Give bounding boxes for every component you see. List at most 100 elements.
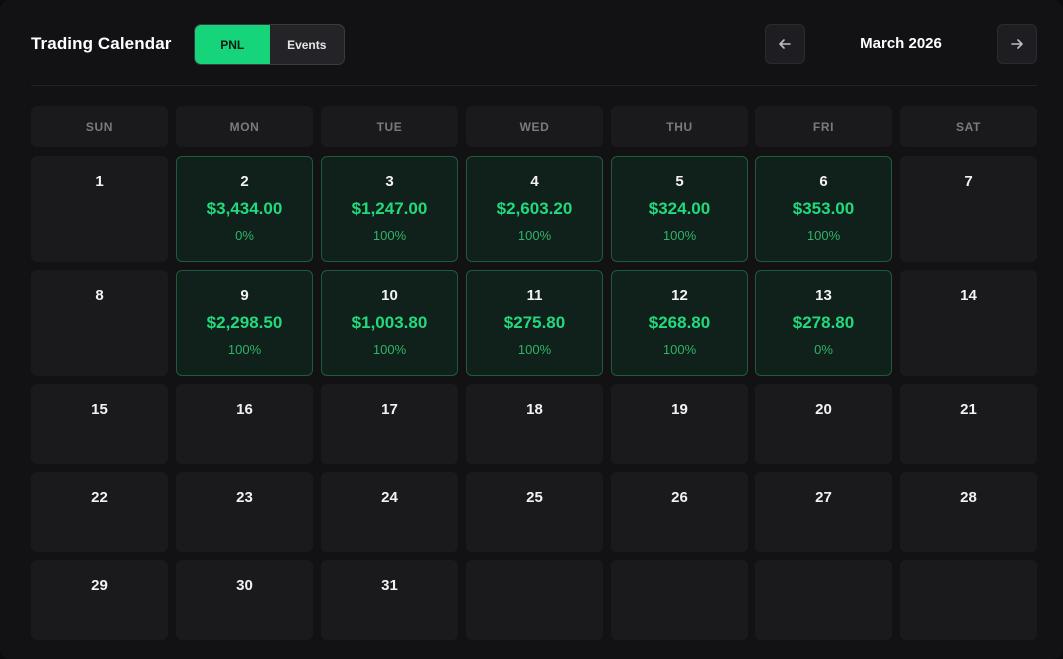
day-number: 8: [95, 287, 104, 304]
calendar-day-cell[interactable]: 15: [31, 384, 168, 464]
day-win-rate: 100%: [806, 228, 841, 243]
calendar-day-cell[interactable]: 27: [755, 472, 892, 552]
day-pnl-value: $275.80: [503, 313, 566, 332]
calendar-day-cell[interactable]: 1: [31, 156, 168, 262]
pnl-toggle-button[interactable]: PNL: [195, 25, 270, 64]
calendar-empty-cell: [755, 560, 892, 640]
calendar-day-cell[interactable]: 22: [31, 472, 168, 552]
header-divider: [31, 85, 1037, 86]
calendar-day-cell[interactable]: 20: [755, 384, 892, 464]
arrow-left-icon: [779, 39, 791, 49]
weekday-header: MON: [176, 106, 313, 147]
day-number: 26: [671, 489, 688, 506]
day-number: 29: [91, 577, 108, 594]
arrow-right-icon: [1011, 39, 1023, 49]
day-pnl-value: $268.80: [648, 313, 711, 332]
calendar-day-cell[interactable]: 25: [466, 472, 603, 552]
next-month-button[interactable]: [997, 24, 1037, 64]
calendar-day-cell[interactable]: 30: [176, 560, 313, 640]
day-pnl-value: $278.80: [792, 313, 855, 332]
day-win-rate: 100%: [517, 342, 552, 357]
calendar-day-cell[interactable]: 19: [611, 384, 748, 464]
calendar-empty-cell: [611, 560, 748, 640]
calendar-day-cell[interactable]: 9 $2,298.50 100%: [176, 270, 313, 376]
weekday-header: WED: [466, 106, 603, 147]
calendar-day-cell[interactable]: 3 $1,247.00 100%: [321, 156, 458, 262]
calendar-day-cell[interactable]: 4 $2,603.20 100%: [466, 156, 603, 262]
calendar-day-cell[interactable]: 16: [176, 384, 313, 464]
month-label: March 2026: [860, 35, 942, 52]
day-number: 9: [240, 287, 249, 304]
calendar-day-cell[interactable]: 18: [466, 384, 603, 464]
weekday-header: FRI: [755, 106, 892, 147]
page-title: Trading Calendar: [31, 34, 172, 53]
calendar-day-cell[interactable]: 31: [321, 560, 458, 640]
calendar-day-cell[interactable]: 26: [611, 472, 748, 552]
calendar-day-cell[interactable]: 2 $3,434.00 0%: [176, 156, 313, 262]
calendar-day-cell[interactable]: 21: [900, 384, 1037, 464]
day-number: 12: [671, 287, 688, 304]
day-number: 24: [381, 489, 398, 506]
calendar-day-cell[interactable]: 24: [321, 472, 458, 552]
calendar-day-cell[interactable]: 14: [900, 270, 1037, 376]
day-win-rate: 0%: [814, 342, 833, 357]
day-number: 16: [236, 401, 253, 418]
day-number: 25: [526, 489, 543, 506]
day-number: 13: [815, 287, 832, 304]
day-pnl-value: $324.00: [648, 199, 711, 218]
day-win-rate: 100%: [662, 228, 697, 243]
day-win-rate: 100%: [227, 342, 262, 357]
day-number: 11: [526, 287, 543, 304]
calendar-empty-cell: [900, 560, 1037, 640]
day-win-rate: 100%: [517, 228, 552, 243]
calendar-day-cell[interactable]: 28: [900, 472, 1037, 552]
calendar-day-cell[interactable]: 17: [321, 384, 458, 464]
day-number: 5: [675, 173, 684, 190]
day-pnl-value: $353.00: [792, 199, 855, 218]
day-number: 21: [960, 401, 977, 418]
day-number: 2: [240, 173, 249, 190]
day-pnl-value: $1,003.80: [351, 313, 428, 332]
day-number: 23: [236, 489, 253, 506]
day-pnl-value: $1,247.00: [351, 199, 428, 218]
day-number: 4: [530, 173, 539, 190]
day-number: 3: [385, 173, 394, 190]
day-number: 18: [526, 401, 543, 418]
day-win-rate: 100%: [372, 228, 407, 243]
weekday-header: SAT: [900, 106, 1037, 147]
day-win-rate: 100%: [662, 342, 697, 357]
day-number: 30: [236, 577, 253, 594]
day-win-rate: 100%: [372, 342, 407, 357]
calendar-day-cell[interactable]: 8: [31, 270, 168, 376]
calendar-day-cell[interactable]: 7: [900, 156, 1037, 262]
view-toggle: PNL Events: [194, 24, 345, 65]
calendar-day-cell[interactable]: 23: [176, 472, 313, 552]
calendar-day-cell[interactable]: 5 $324.00 100%: [611, 156, 748, 262]
calendar-day-cell[interactable]: 11 $275.80 100%: [466, 270, 603, 376]
calendar-day-cell[interactable]: 10 $1,003.80 100%: [321, 270, 458, 376]
calendar-day-cell[interactable]: 13 $278.80 0%: [755, 270, 892, 376]
day-number: 7: [964, 173, 973, 190]
events-toggle-button[interactable]: Events: [287, 37, 327, 52]
day-number: 17: [381, 401, 398, 418]
day-number: 31: [381, 577, 398, 594]
day-number: 22: [91, 489, 108, 506]
day-number: 1: [95, 173, 104, 190]
day-number: 19: [671, 401, 688, 418]
calendar-day-cell[interactable]: 12 $268.80 100%: [611, 270, 748, 376]
weekday-header: THU: [611, 106, 748, 147]
day-number: 14: [960, 287, 977, 304]
day-win-rate: 0%: [235, 228, 254, 243]
day-number: 20: [815, 401, 832, 418]
day-number: 6: [819, 173, 828, 190]
day-pnl-value: $2,298.50: [206, 313, 283, 332]
calendar-empty-cell: [466, 560, 603, 640]
calendar-day-cell[interactable]: 29: [31, 560, 168, 640]
day-pnl-value: $2,603.20: [496, 199, 573, 218]
calendar-day-cell[interactable]: 6 $353.00 100%: [755, 156, 892, 262]
day-number: 10: [381, 287, 398, 304]
previous-month-button[interactable]: [765, 24, 805, 64]
day-number: 28: [960, 489, 977, 506]
day-number: 15: [91, 401, 108, 418]
